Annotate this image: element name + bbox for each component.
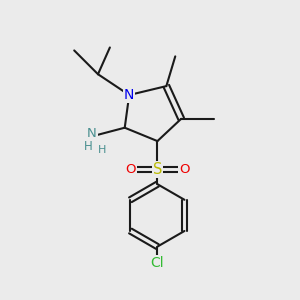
Text: N: N	[87, 127, 97, 140]
Text: H: H	[84, 140, 93, 153]
Text: N: N	[124, 88, 134, 102]
Text: S: S	[153, 162, 162, 177]
Text: H: H	[98, 145, 106, 155]
Text: Cl: Cl	[151, 256, 164, 270]
Text: O: O	[125, 163, 136, 176]
Text: O: O	[179, 163, 189, 176]
